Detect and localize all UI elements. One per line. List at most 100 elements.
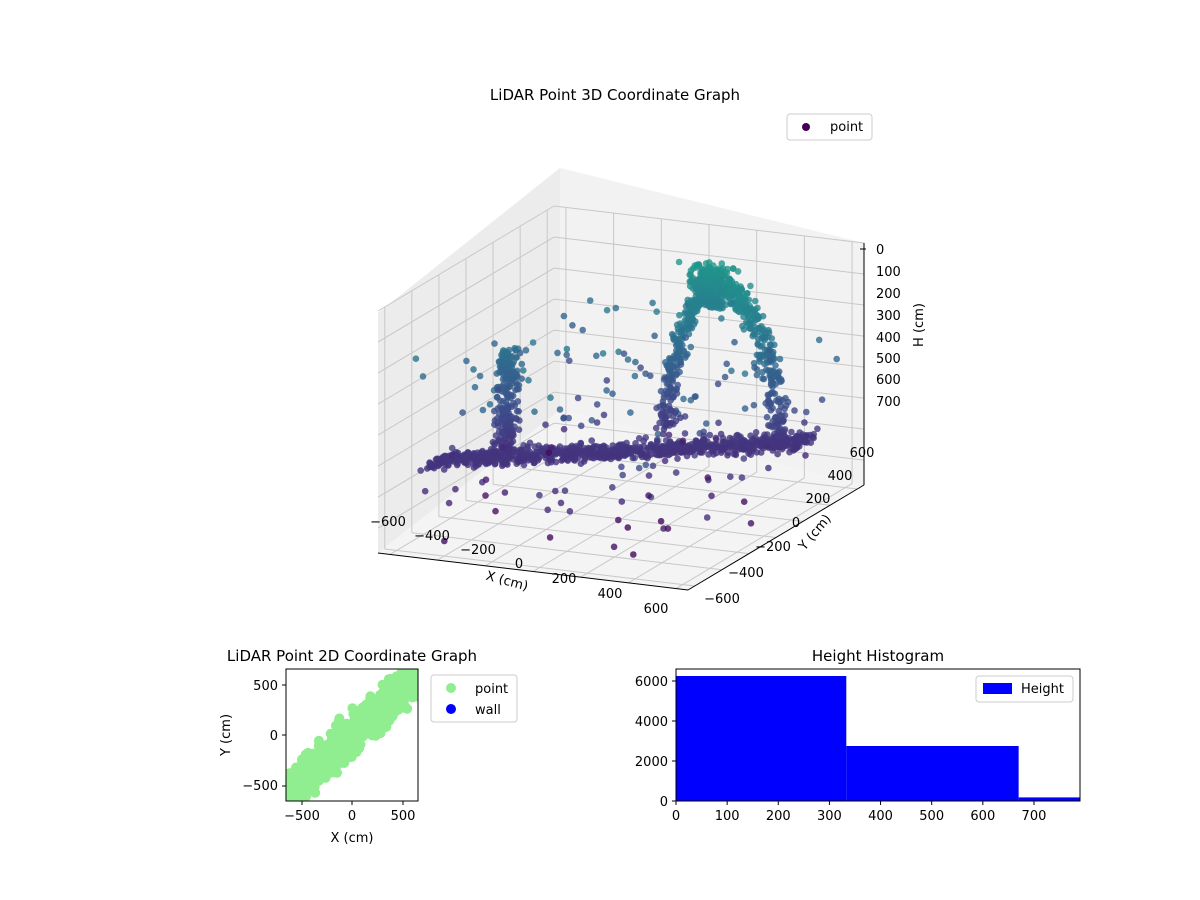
data-point [766, 346, 773, 354]
hist-y-ticks: 0 2000 4000 6000 [635, 675, 676, 810]
data-point [651, 332, 658, 340]
data-point [516, 349, 524, 357]
data-point [686, 445, 693, 452]
plot-frame-hist [675, 668, 1081, 802]
data-point [569, 322, 576, 329]
data-point [741, 370, 749, 378]
data-point [743, 290, 751, 297]
data-point [409, 675, 418, 686]
x-tick-label: 600 [644, 602, 669, 617]
data-point [765, 397, 772, 405]
data-point [779, 418, 787, 426]
grid-line [377, 205, 555, 312]
data-point [537, 444, 545, 452]
data-point [381, 703, 392, 714]
data-point [674, 381, 681, 389]
data-point [687, 343, 695, 351]
x-tick-label: −200 [460, 543, 496, 558]
grid-line [553, 391, 865, 430]
data-point [529, 339, 537, 346]
y-tick-label: 2000 [635, 755, 668, 770]
data-point [482, 492, 489, 499]
data-point [762, 351, 770, 359]
data-point [412, 355, 420, 363]
data-point [491, 407, 498, 415]
data-point [684, 296, 691, 304]
data-point [833, 355, 840, 363]
data-point [610, 446, 617, 454]
x-tick-label: 400 [868, 809, 893, 824]
data-point [440, 466, 448, 473]
data-point [320, 757, 331, 767]
data-point [479, 406, 487, 414]
data-point [657, 517, 665, 525]
z-ticks: 0 100 200 300 400 500 600 700 [860, 243, 901, 410]
data-point [666, 355, 673, 362]
data-point [609, 484, 616, 491]
data-point [708, 492, 715, 500]
histogram-bar [846, 746, 1019, 801]
data-point [560, 312, 568, 320]
data-point [618, 498, 626, 505]
data-point [635, 464, 643, 472]
data-point [512, 378, 520, 386]
data-point [603, 377, 611, 384]
data-point [445, 499, 453, 507]
data-point [697, 269, 704, 276]
data-point [381, 721, 392, 732]
histogram-bar [676, 676, 847, 801]
data-point [714, 282, 721, 290]
data-point [523, 451, 531, 459]
x-axis-label-2d: X (cm) [331, 831, 374, 846]
data-point [738, 474, 746, 481]
data-point [701, 436, 708, 443]
data-point [705, 259, 713, 266]
data-point [486, 401, 494, 408]
legend-box [975, 675, 1074, 703]
data-point [668, 362, 675, 369]
data-point [347, 703, 358, 714]
data-point [506, 418, 514, 425]
data-point [732, 451, 740, 459]
x-tick-label: 500 [391, 809, 416, 824]
data-point [618, 463, 625, 471]
data-point [747, 520, 755, 527]
data-point [729, 292, 736, 300]
data-point [642, 434, 649, 441]
y-tick-label: −600 [704, 592, 740, 607]
data-point [703, 420, 710, 427]
data-point [609, 390, 616, 398]
data-point [408, 687, 418, 698]
data-point [419, 373, 427, 380]
data-point [649, 462, 657, 470]
data-point [723, 269, 731, 277]
data-point [677, 414, 684, 422]
chart-histogram: Height Histogram 0 100 200 300 400 500 600 700 … [635, 647, 1081, 824]
data-point [776, 355, 784, 363]
data-point [436, 460, 444, 468]
data-point [593, 401, 601, 408]
data-point [463, 357, 470, 365]
data-point [764, 391, 772, 399]
data-point [343, 727, 354, 738]
data-point [775, 368, 783, 375]
data-point [482, 476, 490, 484]
data-point [678, 328, 685, 336]
data-point [645, 492, 652, 499]
data-point [654, 438, 661, 445]
data-point [365, 712, 376, 723]
data-point [508, 352, 515, 360]
data-point [706, 287, 713, 295]
grid-line [580, 471, 757, 578]
data-point [692, 296, 700, 304]
data-point [300, 749, 311, 760]
data-point [666, 439, 674, 446]
data-point [501, 489, 509, 496]
data-point [768, 436, 776, 444]
data-point [657, 412, 665, 419]
data-point [542, 421, 549, 429]
data-point [574, 394, 582, 402]
points-3d [412, 258, 840, 558]
data-point [672, 407, 680, 415]
x-tick-label: 500 [919, 809, 944, 824]
